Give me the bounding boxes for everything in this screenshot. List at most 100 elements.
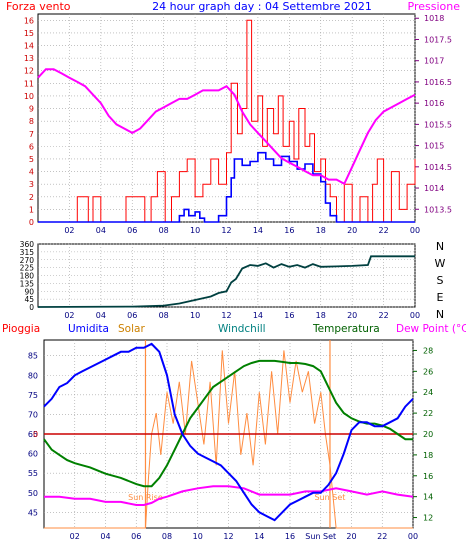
x-tick-label: 00 <box>408 532 418 541</box>
plot-frame <box>37 243 416 308</box>
x-tick-label: 18 <box>316 311 326 320</box>
x-tick-label: 16 <box>284 226 294 235</box>
x-tick-label: 18 <box>316 226 326 235</box>
x-tick-label: 20 <box>346 532 356 541</box>
legend-item: Dew Point (°C) <box>396 323 466 335</box>
x-tick-label: 04 <box>100 532 110 541</box>
left-tick-label: 80 <box>28 371 38 380</box>
right-tick-label: 26 <box>423 367 433 376</box>
compass-label: W <box>435 257 446 270</box>
x-tick-label: 06 <box>127 226 137 235</box>
left-tick-label: 1 <box>29 205 34 214</box>
right-tick-label: 1014.5 <box>424 163 452 172</box>
x-tick-label: 14 <box>253 226 263 235</box>
avg-speed-series <box>38 151 415 223</box>
left-tick-label: 2 <box>29 193 34 202</box>
x-tick-label: 02 <box>64 226 74 235</box>
left-tick-label: 85 <box>28 352 38 361</box>
x-tick-label: 16 <box>285 532 295 541</box>
left-tick-label: 90 <box>24 287 34 296</box>
x-tick-label: 20 <box>347 226 357 235</box>
x-tick-label: 00 <box>410 226 420 235</box>
left-tick-label: 45 <box>28 508 38 517</box>
solar-series <box>44 350 413 529</box>
plot-frame <box>37 13 416 223</box>
left-tick-label: 70 <box>28 410 38 419</box>
left-tick-label: 9 <box>29 105 34 114</box>
direction-series <box>37 255 415 308</box>
right-tick-label: 1015.5 <box>424 120 452 129</box>
x-tick-label: Sun Set <box>305 532 336 541</box>
right-tick-label: 1017.5 <box>424 35 452 44</box>
right-tick-label: 1015 <box>424 142 444 151</box>
left-tick-label: 15 <box>24 29 34 38</box>
x-tick-label: 22 <box>378 226 388 235</box>
left-tick-label: 50 <box>28 489 38 498</box>
sun-annotation: Sun Rise <box>128 493 163 502</box>
humidity-temp-panel: 02 04 06 08 10 12 14 16 Sun Set 20 22 00 45 50 55 60 65 7… <box>28 339 433 541</box>
right-tick-label: 1014 <box>424 184 444 193</box>
left-tick-label: 0 <box>29 303 34 312</box>
wind-pressure-panel: 02 04 06 08 10 12 14 16 18 20 22 000123456789101112… <box>24 13 452 235</box>
right-tick-label: 1017 <box>424 57 444 66</box>
x-tick-label: 14 <box>253 311 263 320</box>
x-tick-label: 22 <box>378 311 388 320</box>
x-tick-label: 08 <box>162 532 172 541</box>
x-tick-label: 08 <box>159 311 169 320</box>
left-tick-label: 270 <box>20 256 35 265</box>
sun-annotation: Sun Set <box>315 493 346 502</box>
legend-item: Solar <box>118 323 145 335</box>
legend-item: Temperatura <box>312 323 380 335</box>
legend-item: Umidita <box>68 323 109 335</box>
left-tick-label: 45 <box>24 295 34 304</box>
compass-label: N <box>436 240 444 253</box>
left-tick-label: 55 <box>28 469 38 478</box>
left-tick-label: 5 <box>29 155 34 164</box>
x-tick-label: 06 <box>131 532 141 541</box>
humidity-temp-legend: Pioggia Umidita Solar Windchill Temperatura D… <box>2 323 466 335</box>
left-tick-label: 225 <box>20 264 35 273</box>
right-tick-label: 1013.5 <box>424 205 452 214</box>
left-tick-label: 315 <box>20 248 35 257</box>
left-tick-label: 180 <box>20 272 35 281</box>
x-tick-label: 04 <box>96 311 106 320</box>
compass-label: S <box>437 274 444 287</box>
compass-label: E <box>437 291 444 304</box>
x-tick-label: 22 <box>377 532 387 541</box>
x-tick-label: 12 <box>221 311 231 320</box>
x-tick-label: 02 <box>70 532 80 541</box>
left-tick-label: 13 <box>24 54 34 63</box>
left-tick-label: 7 <box>29 130 34 139</box>
legend-item: Windchill <box>218 323 266 335</box>
left-tick-label: 3 <box>29 180 34 189</box>
left-tick-label: 10 <box>24 92 34 101</box>
left-tick-label: 135 <box>20 279 35 288</box>
x-tick-label: 12 <box>223 532 233 541</box>
humidity-series <box>43 342 414 522</box>
right-tick-label: 16 <box>423 472 433 481</box>
right-tick-label: 24 <box>423 388 433 397</box>
right-tick-label: 18 <box>423 451 433 460</box>
x-tick-label: 00 <box>410 311 420 320</box>
rain-zero-label: 0 <box>33 430 38 439</box>
x-tick-label: 10 <box>193 532 203 541</box>
left-tick-label: 6 <box>29 142 34 151</box>
right-tick-label: 22 <box>423 409 433 418</box>
left-tick-label: 16 <box>24 16 34 25</box>
x-tick-label: 12 <box>221 226 231 235</box>
right-tick-label: 14 <box>423 493 433 502</box>
right-tick-label: 1018 <box>424 14 444 23</box>
left-tick-label: 8 <box>29 117 34 126</box>
right-tick-label: 1016 <box>424 99 444 108</box>
left-tick-label: 11 <box>24 79 34 88</box>
legend-item: Pioggia <box>2 323 40 335</box>
gust-series <box>38 19 416 223</box>
left-tick-label: 4 <box>29 168 34 177</box>
left-tick-label: 60 <box>28 450 38 459</box>
compass-label: N <box>436 308 444 321</box>
right-tick-label: 20 <box>423 430 433 439</box>
left-tick-label: 65 <box>28 430 38 439</box>
chart-title: 24 hour graph day : 04 Settembre 2021 <box>152 0 372 13</box>
x-tick-label: 14 <box>254 532 264 541</box>
